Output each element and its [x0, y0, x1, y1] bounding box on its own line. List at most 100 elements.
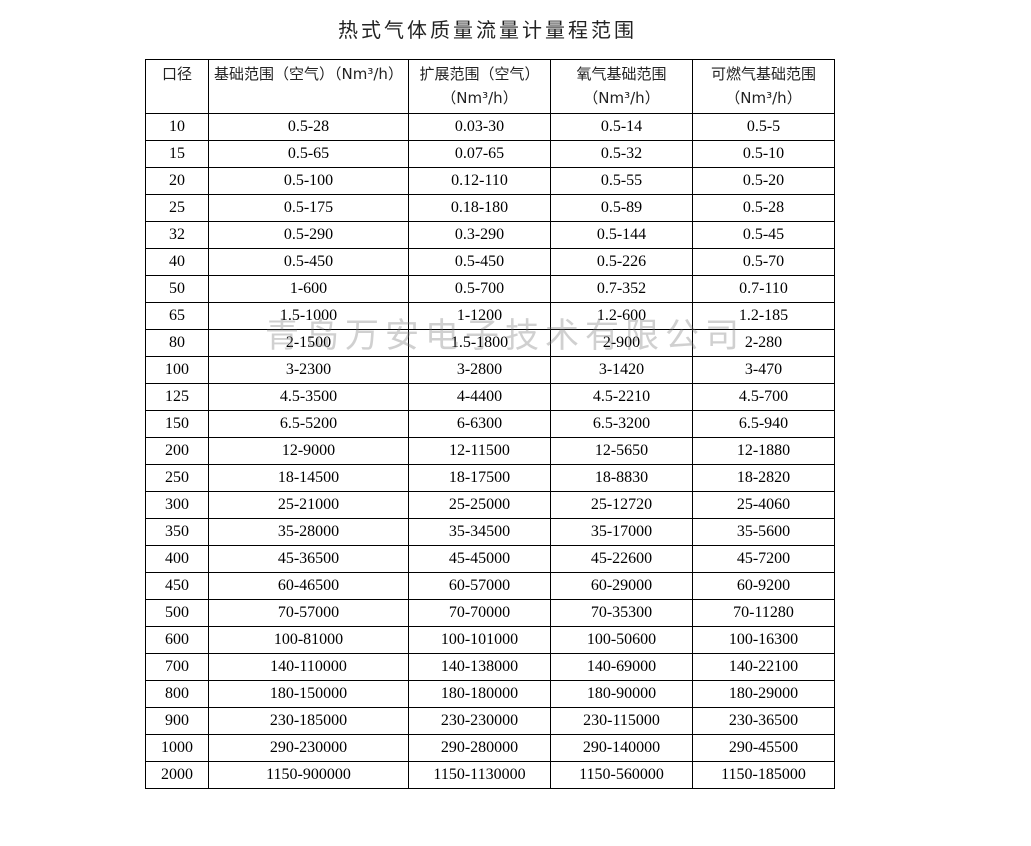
cell-diameter: 150	[145, 410, 209, 438]
table-row: 50 1-600 0.5-700 0.7-352 0.7-110	[145, 275, 835, 303]
cell-base-range: 0.5-450	[208, 248, 409, 276]
cell-oxygen-range: 0.5-144	[550, 221, 693, 249]
table-row: 1000 290-230000 290-280000 290-140000 290-45…	[145, 734, 835, 762]
cell-base-range: 140-110000	[208, 653, 409, 681]
cell-base-range: 2-1500	[208, 329, 409, 357]
cell-oxygen-range: 0.5-89	[550, 194, 693, 222]
cell-combustible-range: 45-7200	[692, 545, 835, 573]
cell-extended-range: 0.12-110	[408, 167, 551, 195]
cell-diameter: 15	[145, 140, 209, 168]
cell-base-range: 3-2300	[208, 356, 409, 384]
cell-combustible-range: 140-22100	[692, 653, 835, 681]
table-row: 25 0.5-175 0.18-180 0.5-89 0.5-28	[145, 194, 835, 222]
cell-oxygen-range: 0.5-55	[550, 167, 693, 195]
cell-extended-range: 0.3-290	[408, 221, 551, 249]
cell-extended-range: 100-101000	[408, 626, 551, 654]
cell-base-range: 0.5-28	[208, 113, 409, 141]
cell-diameter: 2000	[145, 761, 209, 789]
table-row: 350 35-28000 35-34500 35-17000 35-5600	[145, 518, 835, 546]
cell-combustible-range: 25-4060	[692, 491, 835, 519]
cell-base-range: 180-150000	[208, 680, 409, 708]
cell-combustible-range: 70-11280	[692, 599, 835, 627]
cell-diameter: 65	[145, 302, 209, 330]
table-row: 600 100-81000 100-101000 100-50600 100-16300	[145, 626, 835, 654]
cell-extended-range: 35-34500	[408, 518, 551, 546]
cell-combustible-range: 60-9200	[692, 572, 835, 600]
cell-base-range: 1.5-1000	[208, 302, 409, 330]
cell-extended-range: 25-25000	[408, 491, 551, 519]
cell-oxygen-range: 230-115000	[550, 707, 693, 735]
cell-oxygen-range: 60-29000	[550, 572, 693, 600]
cell-oxygen-range: 140-69000	[550, 653, 693, 681]
cell-diameter: 500	[145, 599, 209, 627]
cell-diameter: 350	[145, 518, 209, 546]
cell-extended-range: 3-2800	[408, 356, 551, 384]
cell-combustible-range: 0.5-45	[692, 221, 835, 249]
cell-combustible-range: 0.7-110	[692, 275, 835, 303]
cell-oxygen-range: 2-900	[550, 329, 693, 357]
cell-base-range: 0.5-100	[208, 167, 409, 195]
cell-oxygen-range: 3-1420	[550, 356, 693, 384]
cell-oxygen-range: 35-17000	[550, 518, 693, 546]
cell-extended-range: 0.18-180	[408, 194, 551, 222]
cell-combustible-range: 4.5-700	[692, 383, 835, 411]
cell-combustible-range: 35-5600	[692, 518, 835, 546]
cell-diameter: 100	[145, 356, 209, 384]
cell-diameter: 10	[145, 113, 209, 141]
cell-combustible-range: 0.5-20	[692, 167, 835, 195]
cell-diameter: 200	[145, 437, 209, 465]
cell-base-range: 290-230000	[208, 734, 409, 762]
cell-base-range: 70-57000	[208, 599, 409, 627]
cell-combustible-range: 3-470	[692, 356, 835, 384]
cell-extended-range: 1.5-1800	[408, 329, 551, 357]
cell-oxygen-range: 25-12720	[550, 491, 693, 519]
cell-oxygen-range: 12-5650	[550, 437, 693, 465]
cell-combustible-range: 6.5-940	[692, 410, 835, 438]
cell-base-range: 18-14500	[208, 464, 409, 492]
cell-combustible-range: 18-2820	[692, 464, 835, 492]
table-row: 125 4.5-3500 4-4400 4.5-2210 4.5-700	[145, 383, 835, 411]
cell-extended-range: 6-6300	[408, 410, 551, 438]
cell-base-range: 0.5-65	[208, 140, 409, 168]
cell-oxygen-range: 100-50600	[550, 626, 693, 654]
cell-oxygen-range: 45-22600	[550, 545, 693, 573]
cell-base-range: 12-9000	[208, 437, 409, 465]
cell-oxygen-range: 0.5-32	[550, 140, 693, 168]
cell-extended-range: 60-57000	[408, 572, 551, 600]
cell-extended-range: 0.5-450	[408, 248, 551, 276]
cell-diameter: 450	[145, 572, 209, 600]
cell-combustible-range: 0.5-10	[692, 140, 835, 168]
cell-oxygen-range: 180-90000	[550, 680, 693, 708]
cell-combustible-range: 290-45500	[692, 734, 835, 762]
table-row: 40 0.5-450 0.5-450 0.5-226 0.5-70	[145, 248, 835, 276]
cell-diameter: 800	[145, 680, 209, 708]
cell-base-range: 45-36500	[208, 545, 409, 573]
cell-base-range: 6.5-5200	[208, 410, 409, 438]
cell-base-range: 25-21000	[208, 491, 409, 519]
cell-extended-range: 1-1200	[408, 302, 551, 330]
cell-combustible-range: 0.5-5	[692, 113, 835, 141]
header-oxygen-range: 氧气基础范围（Nm³/h）	[550, 59, 693, 114]
table-row: 65 1.5-1000 1-1200 1.2-600 1.2-185	[145, 302, 835, 330]
cell-base-range: 100-81000	[208, 626, 409, 654]
cell-diameter: 400	[145, 545, 209, 573]
table-header-row: 口径 基础范围（空气）（Nm³/h） 扩展范围（空气）（Nm³/h） 氧气基础范…	[145, 59, 835, 114]
cell-diameter: 50	[145, 275, 209, 303]
cell-diameter: 900	[145, 707, 209, 735]
cell-extended-range: 12-11500	[408, 437, 551, 465]
header-diameter: 口径	[145, 59, 209, 114]
cell-diameter: 20	[145, 167, 209, 195]
cell-base-range: 1-600	[208, 275, 409, 303]
table-row: 450 60-46500 60-57000 60-29000 60-9200	[145, 572, 835, 600]
header-base-range-air: 基础范围（空气）（Nm³/h）	[208, 59, 409, 114]
header-combustible-range: 可燃气基础范围（Nm³/h）	[692, 59, 835, 114]
cell-oxygen-range: 290-140000	[550, 734, 693, 762]
cell-combustible-range: 180-29000	[692, 680, 835, 708]
cell-base-range: 35-28000	[208, 518, 409, 546]
cell-combustible-range: 0.5-28	[692, 194, 835, 222]
table-row: 80 2-1500 1.5-1800 2-900 2-280	[145, 329, 835, 357]
table-row: 32 0.5-290 0.3-290 0.5-144 0.5-45	[145, 221, 835, 249]
cell-extended-range: 180-180000	[408, 680, 551, 708]
cell-base-range: 230-185000	[208, 707, 409, 735]
cell-diameter: 40	[145, 248, 209, 276]
